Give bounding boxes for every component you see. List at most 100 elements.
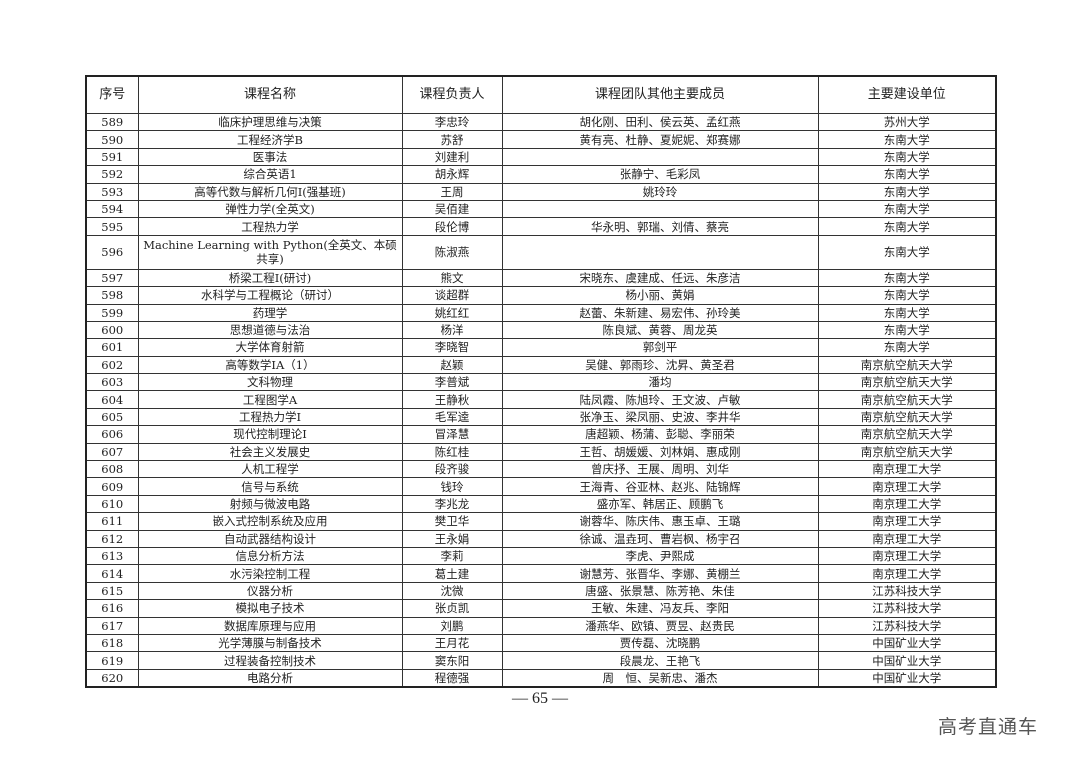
cell-institution: 南京航空航天大学 bbox=[817, 425, 997, 444]
cell-course-lead: 李莉 bbox=[401, 546, 503, 566]
table-row: 600 思想道德与法治 杨洋 陈良斌、黄蓉、周龙英 东南大学 bbox=[85, 320, 997, 340]
cell-institution: 南京理工大学 bbox=[817, 494, 997, 514]
table-row: 599 药理学 姚红红 赵蕾、朱新建、易宏伟、孙玲美 东南大学 bbox=[85, 303, 997, 322]
table-row: 613 信息分析方法 李莉 李虎、尹熙成 南京理工大学 bbox=[85, 546, 997, 566]
cell-institution: 南京航空航天大学 bbox=[817, 407, 997, 427]
cell-team-members: 谢慧芳、张晋华、李娜、黄棚兰 bbox=[501, 564, 819, 583]
cell-team-members: 李虎、尹熙成 bbox=[501, 546, 819, 566]
cell-course-lead: 王永娟 bbox=[401, 529, 503, 548]
cell-course-name: 弹性力学(全英文) bbox=[137, 199, 403, 219]
cell-index: 619 bbox=[85, 651, 139, 670]
cell-course-lead: 王静秋 bbox=[401, 390, 503, 409]
table-row: 598 水科学与工程概论（研讨） 谈超群 杨小丽、黄娟 东南大学 bbox=[85, 286, 997, 305]
cell-index: 591 bbox=[85, 147, 139, 167]
cell-course-lead: 李普斌 bbox=[401, 373, 503, 392]
table-row: 594 弹性力学(全英文) 吴佰建 东南大学 bbox=[85, 199, 997, 219]
cell-course-name: 射频与微波电路 bbox=[137, 494, 403, 514]
table-row: 619 过程装备控制技术 窦东阳 段晨龙、王艳飞 中国矿业大学 bbox=[85, 651, 997, 670]
cell-course-name: 光学薄膜与制备技术 bbox=[137, 633, 403, 653]
cell-course-lead: 王月花 bbox=[401, 633, 503, 653]
cell-institution: 东南大学 bbox=[817, 286, 997, 305]
header-institution: 主要建设单位 bbox=[817, 75, 997, 114]
cell-institution: 南京理工大学 bbox=[817, 529, 997, 548]
cell-course-lead: 陈红桂 bbox=[401, 442, 503, 462]
cell-course-lead: 樊卫华 bbox=[401, 512, 503, 531]
table-row: 618 光学薄膜与制备技术 王月花 贾传磊、沈晓鹏 中国矿业大学 bbox=[85, 633, 997, 653]
cell-index: 605 bbox=[85, 407, 139, 427]
table-row: 607 社会主义发展史 陈红桂 王哲、胡媛媛、刘林娟、惠成刚 南京航空航天大学 bbox=[85, 442, 997, 462]
cell-institution: 南京航空航天大学 bbox=[817, 355, 997, 375]
cell-course-lead: 吴佰建 bbox=[401, 199, 503, 219]
cell-course-name: 桥梁工程I(研讨) bbox=[137, 268, 403, 288]
cell-institution: 江苏科技大学 bbox=[817, 616, 997, 635]
cell-index: 592 bbox=[85, 165, 139, 184]
cell-index: 611 bbox=[85, 512, 139, 531]
cell-team-members: 唐超颖、杨蒲、彭聪、李丽荣 bbox=[501, 425, 819, 444]
cell-team-members: 王海青、谷亚林、赵兆、陆锦辉 bbox=[501, 477, 819, 496]
cell-course-lead: 刘建利 bbox=[401, 147, 503, 167]
cell-course-lead: 窦东阳 bbox=[401, 651, 503, 670]
cell-index: 609 bbox=[85, 477, 139, 496]
table-header-row: 序号 课程名称 课程负责人 课程团队其他主要成员 主要建设单位 bbox=[85, 75, 997, 114]
cell-index: 616 bbox=[85, 599, 139, 618]
cell-team-members: 贾传磊、沈晓鹏 bbox=[501, 633, 819, 653]
table-row: 592 综合英语1 胡永辉 张静宁、毛彩凤 东南大学 bbox=[85, 165, 997, 184]
cell-institution: 中国矿业大学 bbox=[817, 651, 997, 670]
table-row: 608 人机工程学 段齐骏 曾庆抒、王展、周明、刘华 南京理工大学 bbox=[85, 460, 997, 479]
table-row: 605 工程热力学Ⅰ 毛军逵 张净玉、梁凤丽、史波、李井华 南京航空航天大学 bbox=[85, 407, 997, 427]
table-row: 593 高等代数与解析几何I(强基班) 王周 姚玲玲 东南大学 bbox=[85, 182, 997, 201]
cell-index: 600 bbox=[85, 320, 139, 340]
cell-course-name: 水污染控制工程 bbox=[137, 564, 403, 583]
cell-team-members bbox=[501, 199, 819, 219]
cell-course-name: 仪器分析 bbox=[137, 581, 403, 601]
cell-index: 589 bbox=[85, 112, 139, 132]
cell-course-name: 工程热力学Ⅰ bbox=[137, 407, 403, 427]
header-course-name: 课程名称 bbox=[137, 75, 403, 114]
cell-course-name: 模拟电子技术 bbox=[137, 599, 403, 618]
cell-course-name: 大学体育射箭 bbox=[137, 338, 403, 357]
cell-course-lead: 苏舒 bbox=[401, 130, 503, 149]
cell-institution: 东南大学 bbox=[817, 165, 997, 184]
cell-course-lead: 姚红红 bbox=[401, 303, 503, 322]
cell-course-lead: 程德强 bbox=[401, 668, 503, 688]
cell-course-name: 现代控制理论Ⅰ bbox=[137, 425, 403, 444]
cell-team-members: 潘均 bbox=[501, 373, 819, 392]
table-row: 620 电路分析 程德强周 恒、吴新忠、潘杰 中国矿业大学 bbox=[85, 668, 997, 688]
cell-index: 604 bbox=[85, 390, 139, 409]
cell-index: 599 bbox=[85, 303, 139, 322]
cell-course-lead: 陈淑燕 bbox=[401, 234, 503, 270]
cell-course-name: 药理学 bbox=[137, 303, 403, 322]
table-row: 604 工程图学A 王静秋 陆凤霞、陈旭玲、王文波、卢敏 南京航空航天大学 bbox=[85, 390, 997, 409]
cell-institution: 苏州大学 bbox=[817, 112, 997, 132]
table-row: 595 工程热力学 段伦博 华永明、郭瑞、刘倩、蔡亮 东南大学 bbox=[85, 217, 997, 236]
cell-course-name: 人机工程学 bbox=[137, 460, 403, 479]
cell-team-members: 王敏、朱建、冯友兵、李阳 bbox=[501, 599, 819, 618]
cell-course-name: 电路分析 bbox=[137, 668, 403, 688]
cell-course-lead: 胡永辉 bbox=[401, 165, 503, 184]
cell-course-lead: 李兆龙 bbox=[401, 494, 503, 514]
cell-course-lead: 沈微 bbox=[401, 581, 503, 601]
cell-course-name: 工程图学A bbox=[137, 390, 403, 409]
table-row: 615 仪器分析 沈微 唐盛、张景慧、陈芳艳、朱佳 江苏科技大学 bbox=[85, 581, 997, 601]
cell-course-lead: 张贞凯 bbox=[401, 599, 503, 618]
cell-index: 607 bbox=[85, 442, 139, 462]
cell-index: 593 bbox=[85, 182, 139, 201]
cell-course-name: 文科物理 bbox=[137, 373, 403, 392]
cell-institution: 南京航空航天大学 bbox=[817, 390, 997, 409]
table-row: 610 射频与微波电路 李兆龙 盛亦军、韩居正、顾鹏飞 南京理工大学 bbox=[85, 494, 997, 514]
cell-team-members: 吴健、郭雨珍、沈昇、黄圣君 bbox=[501, 355, 819, 375]
cell-course-lead: 钱玲 bbox=[401, 477, 503, 496]
cell-index: 614 bbox=[85, 564, 139, 583]
cell-course-name: 信息分析方法 bbox=[137, 546, 403, 566]
table-row: 611 嵌入式控制系统及应用 樊卫华 谢蓉华、陈庆伟、惠玉卓、王璐 南京理工大学 bbox=[85, 512, 997, 531]
cell-index: 608 bbox=[85, 460, 139, 479]
cell-course-name: Machine Learning with Python(全英文、本硕共享) bbox=[137, 234, 403, 270]
cell-course-name: 高等数学ⅠA（1） bbox=[137, 355, 403, 375]
cell-course-lead: 冒泽慧 bbox=[401, 425, 503, 444]
header-index: 序号 bbox=[85, 75, 139, 114]
cell-index: 603 bbox=[85, 373, 139, 392]
cell-course-lead: 李忠玲 bbox=[401, 112, 503, 132]
cell-course-name: 综合英语1 bbox=[137, 165, 403, 184]
cell-course-name: 自动武器结构设计 bbox=[137, 529, 403, 548]
cell-team-members: 周 恒、吴新忠、潘杰 bbox=[501, 668, 819, 688]
